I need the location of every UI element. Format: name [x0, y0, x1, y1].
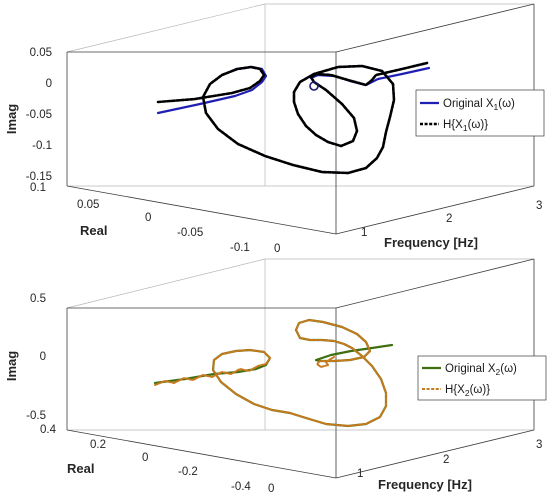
small-loop-mark [309, 81, 319, 91]
freq-tick: 3 [536, 200, 542, 212]
freq-tick: 1 [357, 468, 363, 480]
imag-tick: -0.1 [32, 140, 52, 152]
legend: Original X1(ω) H{X1(ω)} [415, 89, 545, 137]
real-tick: 0.1 [30, 182, 46, 194]
top-chart: 0.05 0 -0.05 -0.1 -0.15 Imag 0.1 0.05 0 … [4, 3, 545, 255]
legend-label-h: H{X1(ω)} [443, 119, 488, 133]
real-axis-label: Real [80, 223, 107, 238]
imag-tick: 0.5 [30, 293, 46, 305]
series-h-x1-line [156, 61, 429, 175]
imag-tick: -0.15 [26, 171, 52, 183]
real-tick: 0.05 [77, 199, 99, 211]
freq-tick: 0 [268, 483, 274, 495]
real-tick: -0.2 [178, 466, 198, 478]
real-tick: -0.4 [231, 481, 251, 493]
real-axis-label: Real [67, 461, 94, 476]
freq-tick: 0 [274, 243, 280, 255]
freq-tick: 3 [536, 439, 542, 451]
freq-tick: 2 [443, 454, 449, 466]
imag-tick: 0 [40, 351, 46, 363]
freq-axis-label: Frequency [Hz] [384, 235, 478, 250]
imag-axis-label: Imag [4, 104, 19, 134]
real-tick: 0.4 [40, 424, 57, 436]
real-tick: -0.1 [230, 242, 250, 254]
legend-label-h: H{X2(ω)} [445, 384, 490, 398]
imag-axis-label: Imag [4, 351, 19, 381]
imag-tick: 0 [46, 78, 52, 90]
legend-label-original: Original X2(ω) [445, 363, 517, 377]
legend: Original X2(ω) H{X2(ω)} [417, 355, 547, 401]
legend-label-original: Original X1(ω) [443, 98, 515, 112]
freq-tick: 1 [361, 227, 367, 239]
imag-tick: -0.5 [26, 410, 46, 422]
imag-tick: 0.05 [30, 47, 52, 59]
freq-tick: 2 [446, 213, 452, 225]
real-tick: 0 [142, 452, 148, 464]
real-tick: 0 [145, 212, 151, 224]
freq-axis-label: Frequency [Hz] [378, 477, 472, 492]
imag-tick: -0.05 [26, 109, 52, 121]
real-tick: 0.2 [90, 439, 106, 451]
bottom-chart: 0.5 0 -0.5 Imag 0.4 0.2 0 -0.2 -0.4 Real… [4, 258, 547, 495]
series-h-x2-line [154, 319, 387, 427]
real-tick: -0.05 [177, 227, 203, 239]
